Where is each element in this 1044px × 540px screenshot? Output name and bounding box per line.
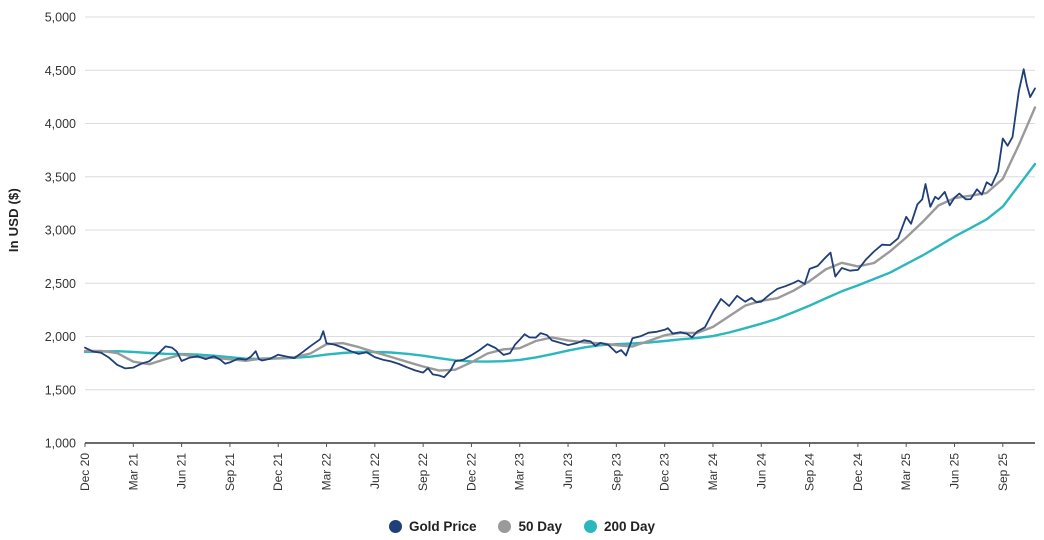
- x-tick-label: Dec 23: [658, 453, 672, 491]
- y-tick-labels: 1,000 1,500 2,000 2,500 3,000 3,500 4,000 4,500…: [45, 11, 76, 451]
- legend-dot-50-day: [498, 520, 512, 533]
- x-tick-label: Mar 22: [320, 453, 334, 491]
- legend-item-200-day: 200 Day: [584, 519, 655, 534]
- x-tick-label: Mar 24: [706, 453, 720, 491]
- y-tick-label: 4,000: [45, 117, 76, 131]
- series-50-day: [83, 106, 1037, 372]
- series-200-day: [83, 162, 1037, 363]
- x-tick-label: Jun 21: [175, 453, 189, 489]
- y-tick-label: 2,500: [45, 277, 76, 291]
- legend-label: 50 Day: [518, 519, 563, 534]
- x-tick-label: Dec 21: [271, 453, 285, 491]
- legend-dot-200-day: [584, 520, 598, 533]
- series-gold-price: [84, 68, 1036, 379]
- x-tick-label: Mar 21: [126, 453, 140, 491]
- x-tick-label: Jun 25: [947, 453, 961, 489]
- x-tick-label: Sep 25: [996, 453, 1010, 491]
- legend-dot-gold-price: [388, 520, 402, 533]
- y-axis-title: In USD ($): [6, 188, 21, 253]
- x-tick-label: Jun 22: [368, 453, 382, 489]
- legend-label: Gold Price: [408, 519, 477, 534]
- y-tick-label: 3,000: [45, 224, 76, 238]
- y-tick-label: 1,000: [45, 437, 76, 451]
- x-tick-label: Dec 24: [851, 453, 865, 491]
- x-tick-label: Sep 22: [416, 453, 430, 491]
- x-tick-label: Jun 23: [561, 453, 575, 489]
- x-tick-label: Mar 25: [899, 453, 913, 491]
- legend-label: 200 Day: [604, 519, 656, 534]
- x-tick-label: Dec 20: [78, 453, 92, 491]
- x-tick-label: Sep 23: [609, 453, 623, 491]
- chart-legend: Gold Price 50 Day 200 Day: [0, 519, 1044, 534]
- x-tick-labels: Dec 20 Mar 21 Jun 21 Sep 21 Dec 21 Mar 22 Jun …: [78, 443, 1010, 491]
- y-tick-label: 2,000: [45, 330, 76, 344]
- y-gridlines: [85, 16, 1035, 444]
- y-tick-label: 5,000: [45, 11, 76, 25]
- x-tick-label: Mar 23: [513, 453, 527, 491]
- y-tick-label: 3,500: [45, 170, 76, 184]
- legend-item-gold-price: Gold Price: [388, 519, 477, 534]
- legend-item-50-day: 50 Day: [498, 519, 562, 534]
- x-tick-label: Jun 24: [754, 453, 768, 489]
- x-tick-label: Sep 21: [223, 453, 237, 491]
- y-tick-label: 1,500: [45, 383, 76, 397]
- x-tick-label: Dec 22: [464, 453, 478, 491]
- x-tick-label: Sep 24: [803, 453, 817, 491]
- chart-plot: 1,000 1,500 2,000 2,500 3,000 3,500 4,000 4,500…: [45, 11, 1037, 491]
- y-tick-label: 4,500: [45, 64, 76, 78]
